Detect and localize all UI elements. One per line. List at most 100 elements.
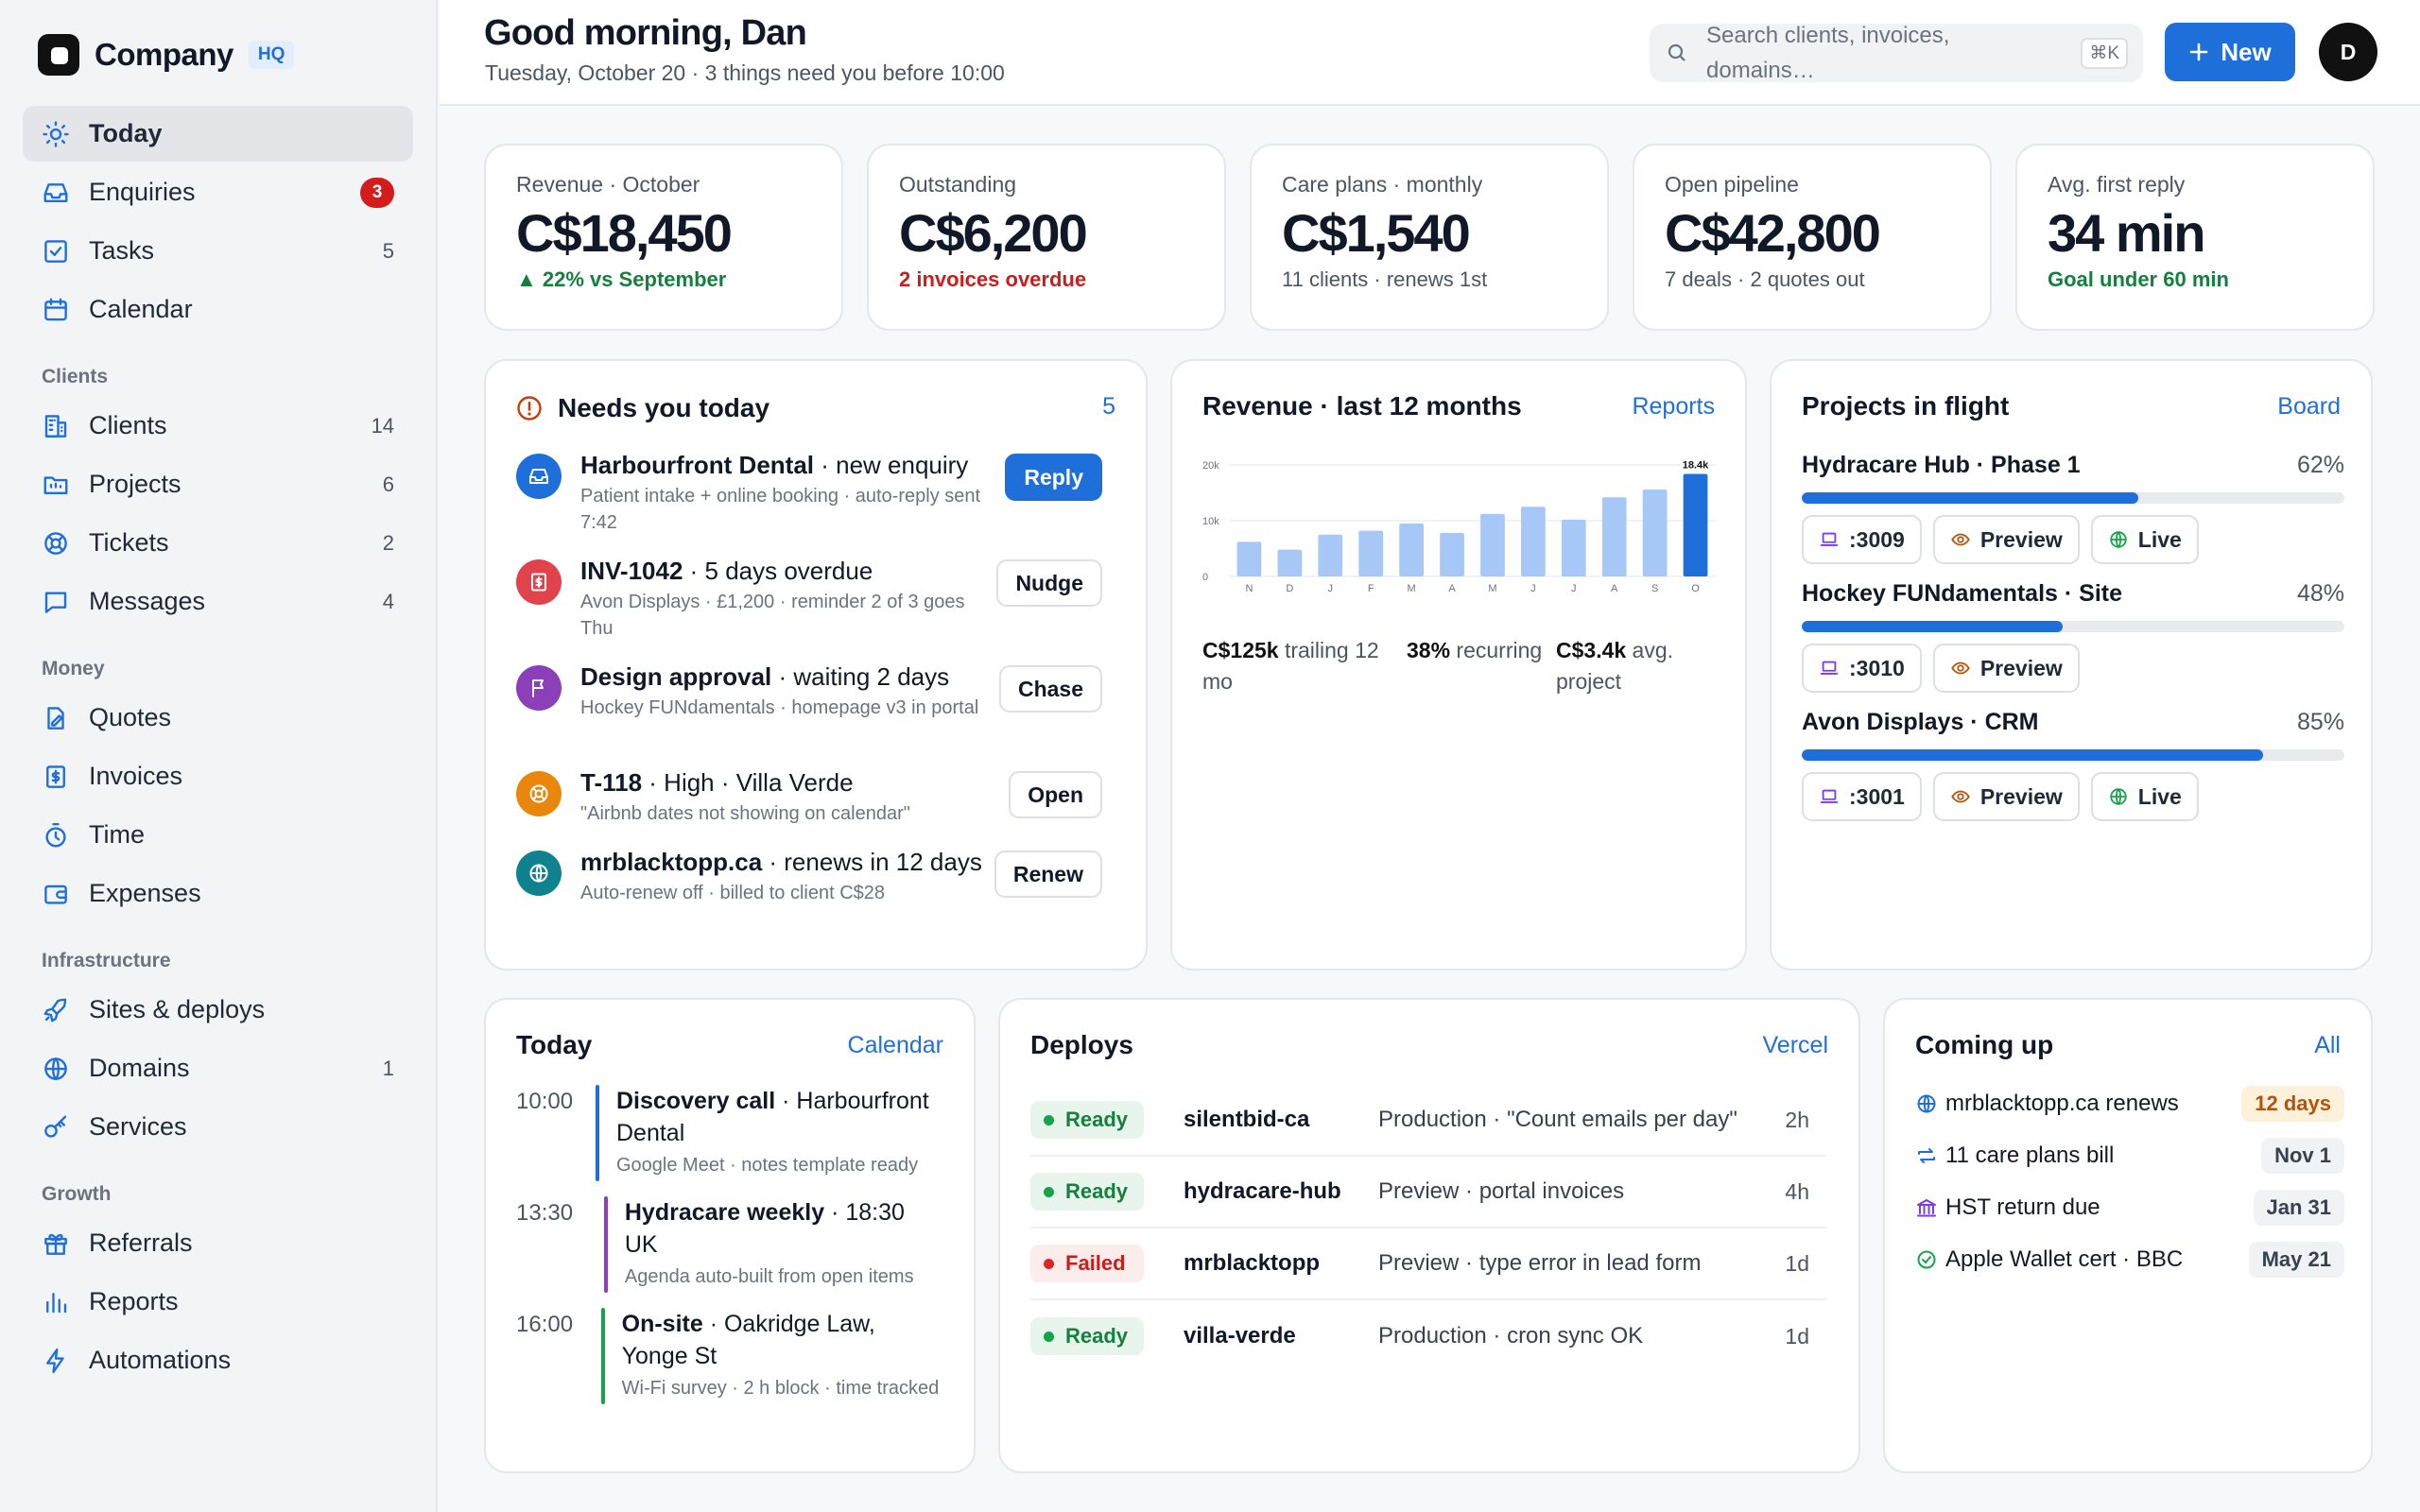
- chart-bar: [1521, 507, 1546, 576]
- sidebar-item-label: Services: [89, 1112, 187, 1141]
- coming-up-item[interactable]: HST return due Jan 31: [1915, 1187, 2344, 1228]
- sidebar-item-automations[interactable]: Automations: [23, 1332, 413, 1388]
- needs-item-title[interactable]: Harbourfront Dental: [580, 451, 814, 479]
- project-item[interactable]: Hockey FUNdamentals · Site 48%:3010 Previe…: [1802, 580, 2344, 693]
- project-name: Avon Displays · CRM: [1802, 709, 2039, 735]
- chip-label: Live: [2137, 526, 2182, 552]
- live-chip[interactable]: Live: [2090, 515, 2199, 564]
- checkbox-icon: [42, 237, 70, 266]
- project-item[interactable]: Hydracare Hub · Phase 1 62%:3009 Preview Li…: [1802, 452, 2344, 564]
- enquiries-badge: 3: [360, 177, 394, 208]
- chip-label: Preview: [1979, 655, 2063, 680]
- deploy-row[interactable]: Failed mrblacktopp Preview · type error in…: [1030, 1228, 1826, 1300]
- sidebar-item-enquiries[interactable]: Enquiries 3: [23, 164, 413, 220]
- plus-icon: [2189, 43, 2208, 61]
- lifebuoy-icon: [529, 784, 548, 803]
- stat-card[interactable]: Open pipeline C$42,800 7 deals · 2 quotes …: [1633, 144, 1992, 331]
- new-button[interactable]: New: [2165, 23, 2295, 81]
- brand-tag: HQ: [248, 41, 295, 69]
- sidebar-item-messages[interactable]: Messages 4: [23, 574, 413, 629]
- needs-item-title[interactable]: T-118: [580, 768, 643, 797]
- check-circle-icon: [1917, 1250, 1936, 1269]
- stat-card[interactable]: Revenue · October C$18,450 ▲ 22% vs Septem…: [484, 144, 843, 331]
- sidebar-item-services[interactable]: Services: [23, 1099, 413, 1155]
- bolt-icon: [42, 1347, 70, 1375]
- sidebar-item-label: Enquiries: [89, 178, 196, 206]
- sidebar-item-invoices[interactable]: Invoices: [23, 748, 413, 804]
- brand[interactable]: Company HQ: [38, 32, 413, 77]
- laptop-icon: [1820, 789, 1839, 803]
- port-chip[interactable]: :3001: [1802, 772, 1922, 821]
- schedule-event[interactable]: 16:00 On-site · Oakridge Law, Yonge St Wi-…: [516, 1308, 942, 1404]
- sidebar-item-domains[interactable]: Domains 1: [23, 1040, 413, 1096]
- chart-bar: [1601, 497, 1627, 576]
- reports-link[interactable]: Reports: [1632, 393, 1715, 420]
- schedule-event[interactable]: 13:30 Hydracare weekly · 18:30 UK Agenda a…: [516, 1196, 942, 1293]
- needs-count[interactable]: 5: [1102, 393, 1115, 420]
- nudge-button[interactable]: Nudge: [996, 559, 1102, 607]
- progress-bar: [1802, 492, 2344, 504]
- needs-item-title[interactable]: INV-1042: [580, 557, 683, 585]
- stat-note: ▲ 22% vs September: [516, 267, 727, 291]
- sidebar-item-label: Invoices: [89, 762, 183, 790]
- reply-button[interactable]: Reply: [1005, 454, 1102, 501]
- sidebar-item-tasks[interactable]: Tasks 5: [23, 223, 413, 279]
- needs-item-detail: · waiting 2 days: [771, 662, 950, 691]
- calendar-link[interactable]: Calendar: [847, 1032, 943, 1058]
- live-chip[interactable]: Live: [2090, 772, 2199, 821]
- sidebar-item-clients[interactable]: Clients 14: [23, 398, 413, 454]
- chip-label: :3010: [1849, 655, 1905, 680]
- y-tick-label: 0: [1202, 572, 1208, 583]
- project-item[interactable]: Avon Displays · CRM 85%:3001 Preview Live: [1802, 709, 2344, 821]
- renew-button[interactable]: Renew: [994, 850, 1102, 898]
- needs-item-sub: Patient intake + online booking · auto-r…: [580, 486, 981, 533]
- open-button[interactable]: Open: [1009, 771, 1102, 818]
- globe-icon: [2110, 531, 2127, 548]
- stat-card[interactable]: Care plans · monthly C$1,540 11 clients · …: [1250, 144, 1609, 331]
- chase-button[interactable]: Chase: [998, 665, 1102, 713]
- preview-chip[interactable]: Preview: [1932, 515, 2080, 564]
- sidebar-item-time[interactable]: Time: [23, 807, 413, 863]
- board-link[interactable]: Board: [2277, 393, 2341, 420]
- sidebar-item-calendar[interactable]: Calendar: [23, 282, 413, 337]
- sidebar-item-sites-deploys[interactable]: Sites & deploys: [23, 982, 413, 1038]
- coming-up-item[interactable]: mrblacktopp.ca renews 12 days: [1915, 1083, 2344, 1125]
- chart-bar: [1683, 473, 1708, 576]
- vercel-link[interactable]: Vercel: [1762, 1032, 1828, 1058]
- coming-up-item[interactable]: Apple Wallet cert · BBC May 21: [1915, 1239, 2344, 1280]
- preview-chip[interactable]: Preview: [1932, 772, 2080, 821]
- globe-icon: [42, 1055, 70, 1083]
- x-tick-label: O: [1691, 583, 1700, 594]
- port-chip[interactable]: :3009: [1802, 515, 1922, 564]
- invoice-icon: [516, 559, 562, 605]
- coming-up-date: Nov 1: [2261, 1138, 2344, 1174]
- message-icon: [42, 588, 70, 616]
- stat-card[interactable]: Avg. first reply 34 min Goal under 60 min: [2015, 144, 2375, 331]
- needs-item-title[interactable]: Design approval: [580, 662, 772, 691]
- projects-title: Projects in flight: [1802, 391, 2010, 421]
- avatar[interactable]: D: [2319, 23, 2377, 81]
- invoice-icon: [42, 763, 70, 791]
- sidebar-item-projects[interactable]: Projects 6: [23, 456, 413, 512]
- sidebar-item-quotes[interactable]: Quotes: [23, 690, 413, 746]
- search-input[interactable]: Search clients, invoices, domains… ⌘K: [1650, 23, 2143, 83]
- sidebar-item-today[interactable]: Today: [23, 106, 413, 162]
- deploy-row[interactable]: Ready hydracare-hub Preview · portal invoi…: [1030, 1157, 1826, 1228]
- sidebar-item-tickets[interactable]: Tickets 2: [23, 515, 413, 571]
- deploy-row[interactable]: Ready silentbid-ca Production · "Count ema…: [1030, 1085, 1826, 1157]
- schedule-event[interactable]: 10:00 Discovery call · Harbourfront Denta…: [516, 1085, 942, 1181]
- all-link[interactable]: All: [2314, 1032, 2341, 1058]
- deploy-row[interactable]: Ready villa-verde Production · cron sync O…: [1030, 1300, 1826, 1372]
- revenue-stat-value: C$125k: [1202, 638, 1279, 662]
- coming-up-item[interactable]: 11 care plans bill Nov 1: [1915, 1135, 2344, 1177]
- globe-icon: [1915, 1092, 1938, 1115]
- chart-bar: [1277, 549, 1303, 576]
- needs-item: T-118 · High · Villa Verde "Airbnb dates …: [516, 765, 1102, 827]
- sidebar-item-reports[interactable]: Reports: [23, 1274, 413, 1330]
- needs-item-title[interactable]: mrblacktopp.ca: [580, 848, 763, 876]
- sidebar-item-referrals[interactable]: Referrals: [23, 1215, 413, 1271]
- preview-chip[interactable]: Preview: [1932, 644, 2080, 693]
- stat-card[interactable]: Outstanding C$6,200 2 invoices overdue: [867, 144, 1226, 331]
- sidebar-item-expenses[interactable]: Expenses: [23, 866, 413, 921]
- port-chip[interactable]: :3010: [1802, 644, 1922, 693]
